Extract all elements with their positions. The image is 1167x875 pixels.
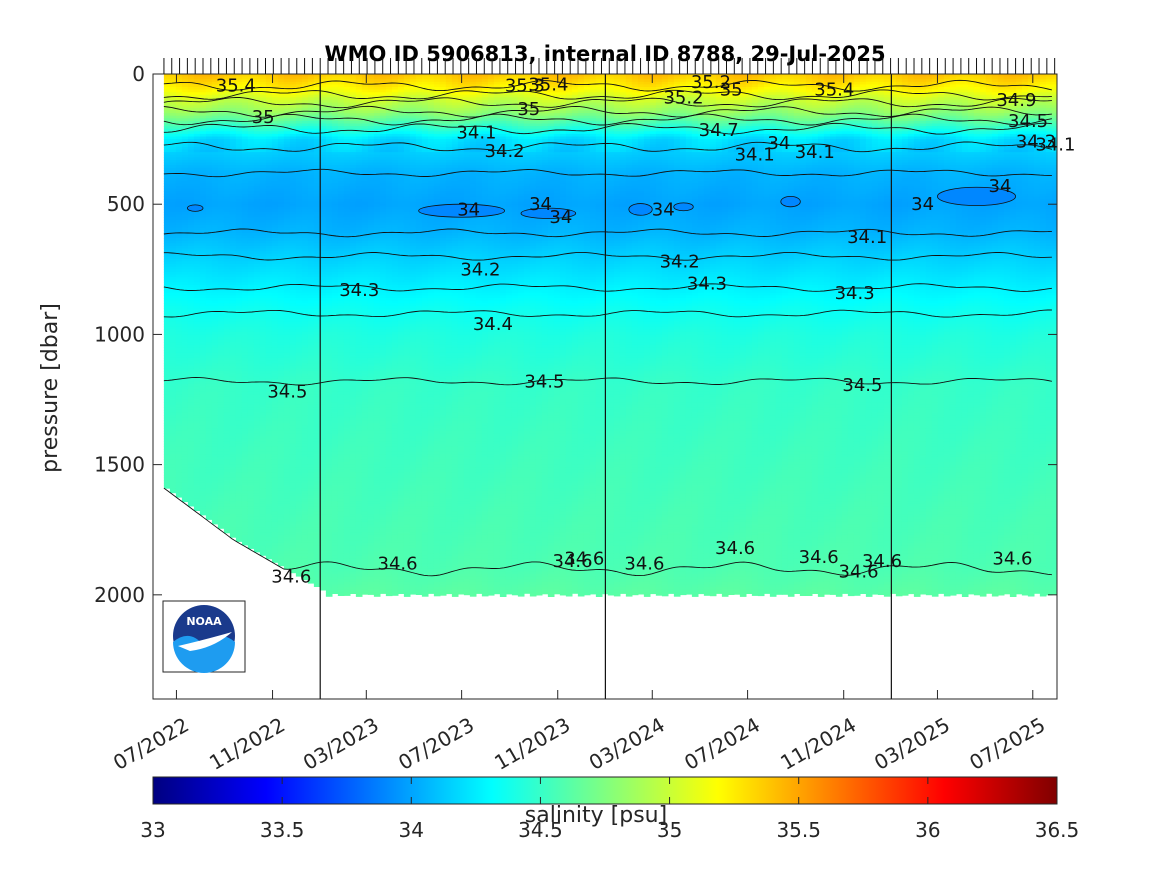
chart-title: WMO ID 5906813, internal ID 8788, 29-Jul… [324, 42, 885, 66]
salinity-cell [230, 535, 237, 538]
salinity-field [164, 74, 1059, 597]
salinity-cell [314, 584, 321, 587]
salinity-cell [206, 517, 213, 520]
salinity-cell [164, 486, 171, 489]
